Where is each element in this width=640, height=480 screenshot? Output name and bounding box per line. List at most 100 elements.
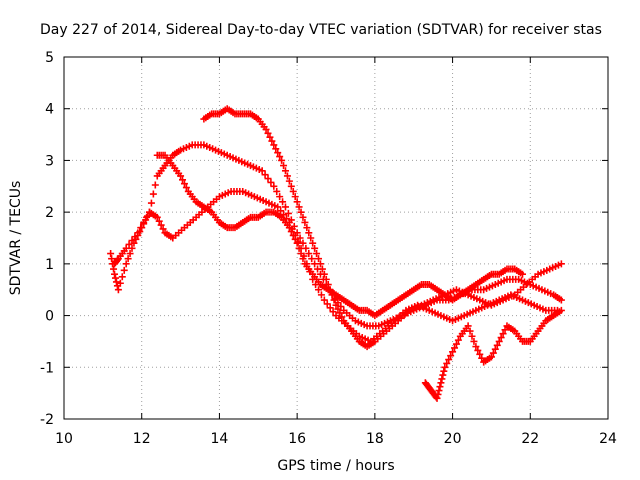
data-point-marker	[111, 274, 119, 282]
data-point-marker	[277, 207, 285, 215]
data-point-marker	[281, 167, 289, 175]
x-tick-label: 12	[133, 431, 151, 447]
x-tick-label: 20	[444, 431, 462, 447]
data-point-marker	[111, 270, 119, 278]
data-point-marker	[132, 235, 140, 243]
data-point-marker	[313, 250, 321, 258]
data-point-marker	[557, 306, 565, 314]
data-point-marker	[144, 212, 152, 220]
data-point-marker	[433, 394, 441, 402]
y-tick-label: 4	[45, 102, 54, 118]
x-tick-label: 22	[521, 431, 539, 447]
data-point-marker	[113, 256, 121, 264]
x-tick-label: 24	[599, 431, 617, 447]
data-point-marker	[157, 221, 165, 229]
data-point-marker	[451, 344, 459, 352]
data-point-marker	[179, 176, 187, 184]
data-point-marker	[437, 379, 445, 387]
data-point-marker	[497, 334, 505, 342]
y-axis-ticks: -2 -1 0 1 2 3 4 5	[40, 50, 608, 428]
data-point-marker	[280, 162, 288, 170]
data-point-marker	[468, 332, 476, 340]
data-point-marker	[478, 354, 486, 362]
data-point-marker	[464, 322, 472, 330]
y-tick-label: 0	[45, 309, 54, 325]
data-point-marker	[329, 308, 337, 316]
data-point-marker	[305, 229, 313, 237]
data-point-marker	[151, 181, 159, 189]
data-point-marker	[128, 244, 136, 252]
data-point-marker	[299, 255, 307, 263]
data-point-marker	[438, 375, 446, 383]
y-tick-label: -1	[40, 360, 54, 376]
data-point-marker	[108, 255, 116, 263]
data-point-marker	[284, 209, 292, 217]
data-point-marker	[134, 231, 142, 239]
data-point-marker	[489, 349, 497, 357]
data-point-marker	[291, 235, 299, 243]
y-tick-label: 5	[45, 50, 54, 66]
data-point-marker	[501, 326, 509, 334]
data-point-marker	[149, 190, 157, 198]
data-point-marker	[297, 250, 305, 258]
data-point-marker	[470, 337, 478, 345]
data-point-marker	[278, 156, 286, 164]
data-point-marker	[338, 313, 346, 321]
data-point-marker	[270, 141, 278, 149]
data-point-marker	[279, 198, 287, 206]
data-point-marker	[452, 340, 460, 348]
data-point-marker	[472, 343, 480, 351]
series-track-5	[421, 306, 565, 402]
data-point-marker	[311, 244, 319, 252]
x-axis-ticks: 10 12 14 16 18 20 22 24	[55, 57, 617, 447]
data-point-marker	[124, 255, 132, 263]
data-point-marker	[487, 353, 495, 361]
data-point-marker	[295, 244, 303, 252]
data-point-marker	[130, 239, 138, 247]
y-axis-label: SDTVAR / TECUs	[8, 181, 24, 296]
data-point-marker	[557, 260, 565, 268]
data-point-marker	[281, 203, 289, 211]
data-point-marker	[262, 125, 270, 133]
data-point-marker	[445, 356, 453, 364]
data-point-marker	[287, 182, 295, 190]
data-point-marker	[336, 309, 344, 317]
data-point-marker	[273, 187, 281, 195]
chart-title: Day 227 of 2014, Sidereal Day-to-day VTE…	[40, 22, 602, 38]
x-tick-label: 10	[55, 431, 73, 447]
data-point-marker	[493, 341, 501, 349]
data-point-marker	[295, 203, 303, 211]
data-point-marker	[147, 199, 155, 207]
data-point-marker	[449, 348, 457, 356]
data-point-marker	[274, 149, 282, 157]
data-point-marker	[120, 266, 128, 274]
data-point-marker	[276, 153, 284, 161]
data-point-marker	[159, 225, 167, 233]
data-point-marker	[315, 286, 323, 294]
data-point-marker	[454, 336, 462, 344]
data-point-marker	[476, 350, 484, 358]
data-point-marker	[264, 129, 272, 137]
data-point-marker	[316, 260, 324, 268]
data-point-marker	[435, 387, 443, 395]
data-point-marker	[317, 291, 325, 299]
data-point-marker	[138, 224, 146, 232]
data-point-marker	[320, 270, 328, 278]
data-point-marker	[112, 278, 120, 286]
data-point-marker	[443, 359, 451, 367]
data-point-marker	[270, 182, 278, 190]
data-point-marker	[495, 337, 503, 345]
data-markers	[107, 105, 565, 402]
series-track-2	[107, 187, 561, 345]
data-point-marker	[318, 265, 326, 273]
data-point-marker	[140, 220, 148, 228]
data-point-marker	[474, 346, 482, 354]
data-point-marker	[274, 203, 282, 211]
data-point-marker	[299, 213, 307, 221]
data-point-marker	[155, 217, 163, 225]
data-point-marker	[332, 301, 340, 309]
y-tick-label: 1	[45, 257, 54, 273]
data-point-marker	[519, 270, 527, 278]
data-point-marker	[153, 213, 161, 221]
